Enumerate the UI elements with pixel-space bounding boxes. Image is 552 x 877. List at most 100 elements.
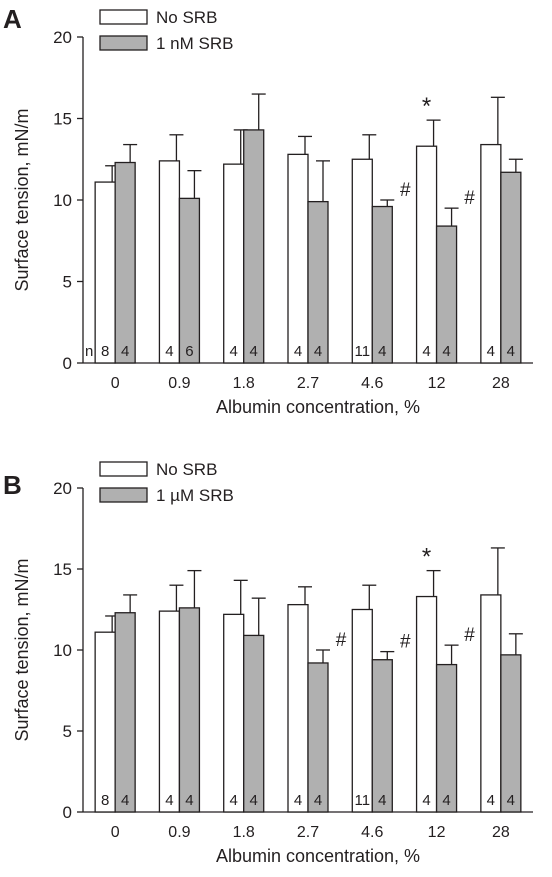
x-tick-label: 0: [111, 824, 120, 841]
n-label: 4: [378, 343, 386, 360]
n-label: 8: [101, 343, 109, 360]
n-label: 4: [121, 343, 129, 360]
legend-label: No SRB: [156, 460, 217, 479]
x-tick-label: 1.8: [233, 824, 255, 841]
legend-swatch: [99, 487, 148, 503]
n-label: 4: [185, 792, 193, 809]
x-tick-label: 2.7: [297, 824, 319, 841]
y-tick-label: 5: [63, 722, 72, 741]
n-label: 6: [185, 343, 193, 360]
x-tick-label: 0.9: [168, 824, 190, 841]
panel-b: B 0 5 10 15 20 Surface tension, mN/m Albumin c…: [3, 460, 533, 866]
x-axis-title: Albumin concentration, %: [216, 397, 420, 417]
bar-srb: [307, 200, 329, 364]
n-label: 4: [314, 343, 322, 360]
x-tick-label: 4.6: [361, 824, 383, 841]
panel-a: A 0 5 10 15 20 Surface tension, mN/m Albumin c…: [3, 4, 533, 417]
legend-label: 1 µM SRB: [156, 486, 234, 505]
bar-srb: [307, 662, 329, 813]
bar-no-srb: [480, 594, 502, 813]
n-label: 4: [442, 343, 450, 360]
n-label: 4: [230, 792, 238, 809]
bar-no-srb: [287, 603, 309, 813]
y-axis-title: Surface tension, mN/m: [12, 558, 32, 741]
n-label: 8: [101, 792, 109, 809]
bar-srb: [435, 225, 458, 364]
bar-no-srb: [94, 631, 116, 813]
bar-no-srb: [223, 163, 245, 364]
x-tick-label: 12: [428, 375, 446, 392]
bar-srb: [178, 197, 201, 364]
panel-a-chart: 0 5 10 15 20 Surface tension, mN/m Albumin con…: [12, 8, 533, 417]
bar-srb: [371, 205, 393, 364]
y-axis-title: Surface tension, mN/m: [12, 108, 32, 291]
y-tick-label: 15: [53, 560, 72, 579]
y-tick-label: 0: [63, 354, 72, 373]
y-tick-label: 10: [53, 641, 72, 660]
n-label: 4: [165, 343, 173, 360]
bar-srb: [435, 663, 458, 813]
panel-b-label: B: [3, 470, 22, 500]
panel-b-chart: 0 5 10 15 20 Surface tension, mN/m Albumin con…: [12, 460, 533, 866]
y-tick-label: 15: [53, 110, 72, 129]
bar-no-srb: [158, 160, 181, 364]
n-label: 4: [165, 792, 173, 809]
x-tick-label: 0: [111, 375, 120, 392]
n-label: 4: [442, 792, 450, 809]
legend-swatch: [99, 35, 148, 51]
y-tick-label: 10: [53, 191, 72, 210]
n-label: 4: [422, 343, 430, 360]
n-label: 4: [507, 792, 515, 809]
bar-no-srb: [287, 153, 309, 364]
legend-swatch: [99, 9, 148, 25]
n-label: 4: [230, 343, 238, 360]
significance-marker: #: [464, 188, 475, 209]
n-label: 4: [507, 343, 515, 360]
x-tick-label: 28: [492, 375, 510, 392]
n-label: 4: [121, 792, 129, 809]
bar-srb: [178, 607, 201, 813]
n-label: 4: [294, 792, 302, 809]
y-tick-label: 5: [63, 273, 72, 292]
bar-srb: [114, 612, 136, 813]
n-label: 4: [422, 792, 430, 809]
bar-no-srb: [351, 158, 373, 364]
n-label: 11: [354, 792, 370, 809]
n-label: 4: [487, 792, 495, 809]
x-tick-label: 0.9: [168, 375, 190, 392]
n-label: 4: [378, 792, 386, 809]
bar-no-srb: [415, 145, 438, 364]
significance-marker: #: [336, 630, 347, 651]
n-label: 4: [250, 792, 258, 809]
significance-marker: #: [464, 625, 475, 646]
y-tick-label: 20: [53, 28, 72, 47]
y-tick-label: 20: [53, 479, 72, 498]
x-tick-label: 12: [428, 824, 446, 841]
significance-marker: *: [422, 93, 431, 120]
bar-no-srb: [480, 143, 502, 364]
n-label: 4: [294, 343, 302, 360]
significance-marker: *: [422, 544, 431, 571]
bar-srb: [243, 634, 265, 813]
bar-srb: [500, 654, 522, 813]
legend-label: 1 nM SRB: [156, 34, 233, 53]
bar-srb: [243, 129, 265, 364]
significance-marker: #: [400, 180, 411, 201]
bar-srb: [500, 171, 522, 364]
x-axis-title: Albumin concentration, %: [216, 846, 420, 866]
x-tick-label: 1.8: [233, 375, 255, 392]
bar-srb: [371, 659, 393, 813]
x-tick-label: 2.7: [297, 375, 319, 392]
bar-no-srb: [94, 181, 116, 364]
bar-no-srb: [223, 613, 245, 813]
legend-swatch: [99, 461, 148, 477]
y-tick-label: 0: [63, 803, 72, 822]
bar-no-srb: [415, 595, 438, 813]
legend-label: No SRB: [156, 8, 217, 27]
x-tick-label: 28: [492, 824, 510, 841]
n-label: 4: [250, 343, 258, 360]
n-label: 4: [314, 792, 322, 809]
bar-srb: [114, 161, 136, 364]
significance-marker: #: [400, 632, 411, 653]
